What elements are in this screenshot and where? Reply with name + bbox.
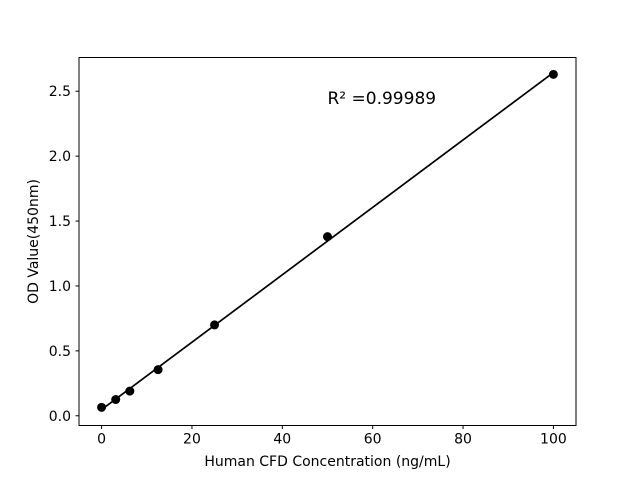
y-axis-label: OD Value(450nm) bbox=[26, 179, 42, 304]
data-point bbox=[323, 232, 332, 242]
data-point bbox=[210, 320, 220, 330]
x-tick-label: 100 bbox=[540, 432, 567, 448]
y-tick-label: 1.5 bbox=[49, 214, 71, 230]
x-tick-label: 80 bbox=[454, 432, 472, 448]
y-tick-label: 0.0 bbox=[49, 409, 71, 425]
x-tick-label: 0 bbox=[97, 432, 106, 448]
r-squared-annotation: R² =0.99989 bbox=[328, 89, 437, 109]
x-tick-label: 20 bbox=[183, 432, 201, 448]
y-tick-label: 0.5 bbox=[49, 344, 71, 360]
data-point bbox=[97, 402, 107, 412]
data-point bbox=[111, 395, 121, 405]
data-point bbox=[153, 365, 163, 375]
x-tick-label: 60 bbox=[364, 432, 382, 448]
data-point bbox=[125, 386, 135, 396]
x-tick-label: 40 bbox=[273, 432, 291, 448]
y-tick-label: 1.0 bbox=[49, 279, 71, 295]
x-axis-label: Human CFD Concentration (ng/mL) bbox=[204, 454, 450, 470]
y-tick-label: 2.5 bbox=[49, 84, 71, 100]
data-point bbox=[548, 69, 558, 79]
plot-frame bbox=[78, 57, 577, 426]
y-tick-label: 2.0 bbox=[49, 149, 71, 165]
